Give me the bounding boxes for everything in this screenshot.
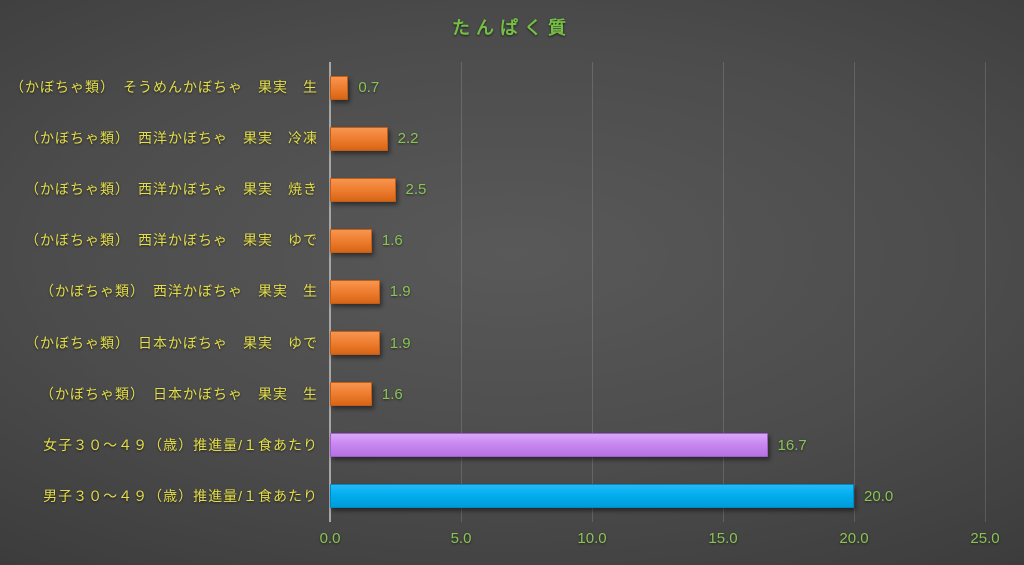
- category-label: （かぼちゃ類） 西洋かぼちゃ 果実 生: [40, 283, 318, 300]
- category-label: 女子３０～４９（歳）推進量/１食あたり: [43, 436, 318, 453]
- gridline: [985, 62, 986, 522]
- value-label: 20.0: [864, 487, 894, 505]
- bar: [330, 484, 854, 509]
- chart-title: たんぱく質: [452, 18, 572, 38]
- x-tick-label: 25.0: [970, 530, 1000, 547]
- gridline: [723, 62, 724, 522]
- bar: [330, 382, 372, 407]
- plot-area: 0.7 2.2 2.5 1.6 1.9 1.9 1.6 16.7 20.0: [329, 62, 1008, 522]
- gridline: [854, 62, 855, 522]
- bar: [330, 126, 388, 151]
- category-label: （かぼちゃ類） そうめんかぼちゃ 果実 生: [10, 79, 318, 95]
- category-axis: （かぼちゃ類） そうめんかぼちゃ 果実 生 （かぼちゃ類） 西洋かぼちゃ 果実 冷…: [0, 62, 318, 522]
- category-label: （かぼちゃ類） 西洋かぼちゃ 果実 焼き: [25, 181, 318, 198]
- x-tick-label: 0.0: [319, 530, 341, 547]
- x-tick-label: 10.0: [577, 530, 607, 547]
- value-label: 1.6: [381, 232, 403, 250]
- bar: [330, 75, 349, 100]
- value-axis: 0.0 5.0 10.0 15.0 20.0 25.0: [320, 530, 1008, 554]
- category-label: （かぼちゃ類） 西洋かぼちゃ 果実 冷凍: [25, 130, 318, 147]
- value-label: 16.7: [777, 436, 807, 454]
- value-label: 1.9: [389, 283, 411, 301]
- gridline: [592, 62, 593, 522]
- bar: [330, 228, 372, 253]
- bar: [330, 177, 396, 202]
- category-label: 男子３０～４９（歳）推進量/１食あたり: [43, 487, 318, 504]
- value-label: 2.5: [405, 181, 427, 199]
- value-label: 1.9: [389, 334, 411, 352]
- category-label: （かぼちゃ類） 西洋かぼちゃ 果実 ゆで: [25, 232, 318, 249]
- value-label: 1.6: [381, 385, 403, 403]
- x-tick-label: 5.0: [450, 530, 472, 547]
- value-label: 2.2: [397, 130, 419, 148]
- value-label: 0.7: [358, 79, 380, 96]
- bar: [330, 433, 768, 458]
- bar: [330, 280, 380, 304]
- gridline: [461, 62, 462, 522]
- bar: [330, 331, 380, 356]
- x-tick-label: 15.0: [708, 530, 738, 547]
- category-label: （かぼちゃ類） 日本かぼちゃ 果実 ゆで: [25, 334, 318, 351]
- x-tick-label: 20.0: [839, 530, 869, 547]
- category-label: （かぼちゃ類） 日本かぼちゃ 果実 生: [40, 385, 318, 402]
